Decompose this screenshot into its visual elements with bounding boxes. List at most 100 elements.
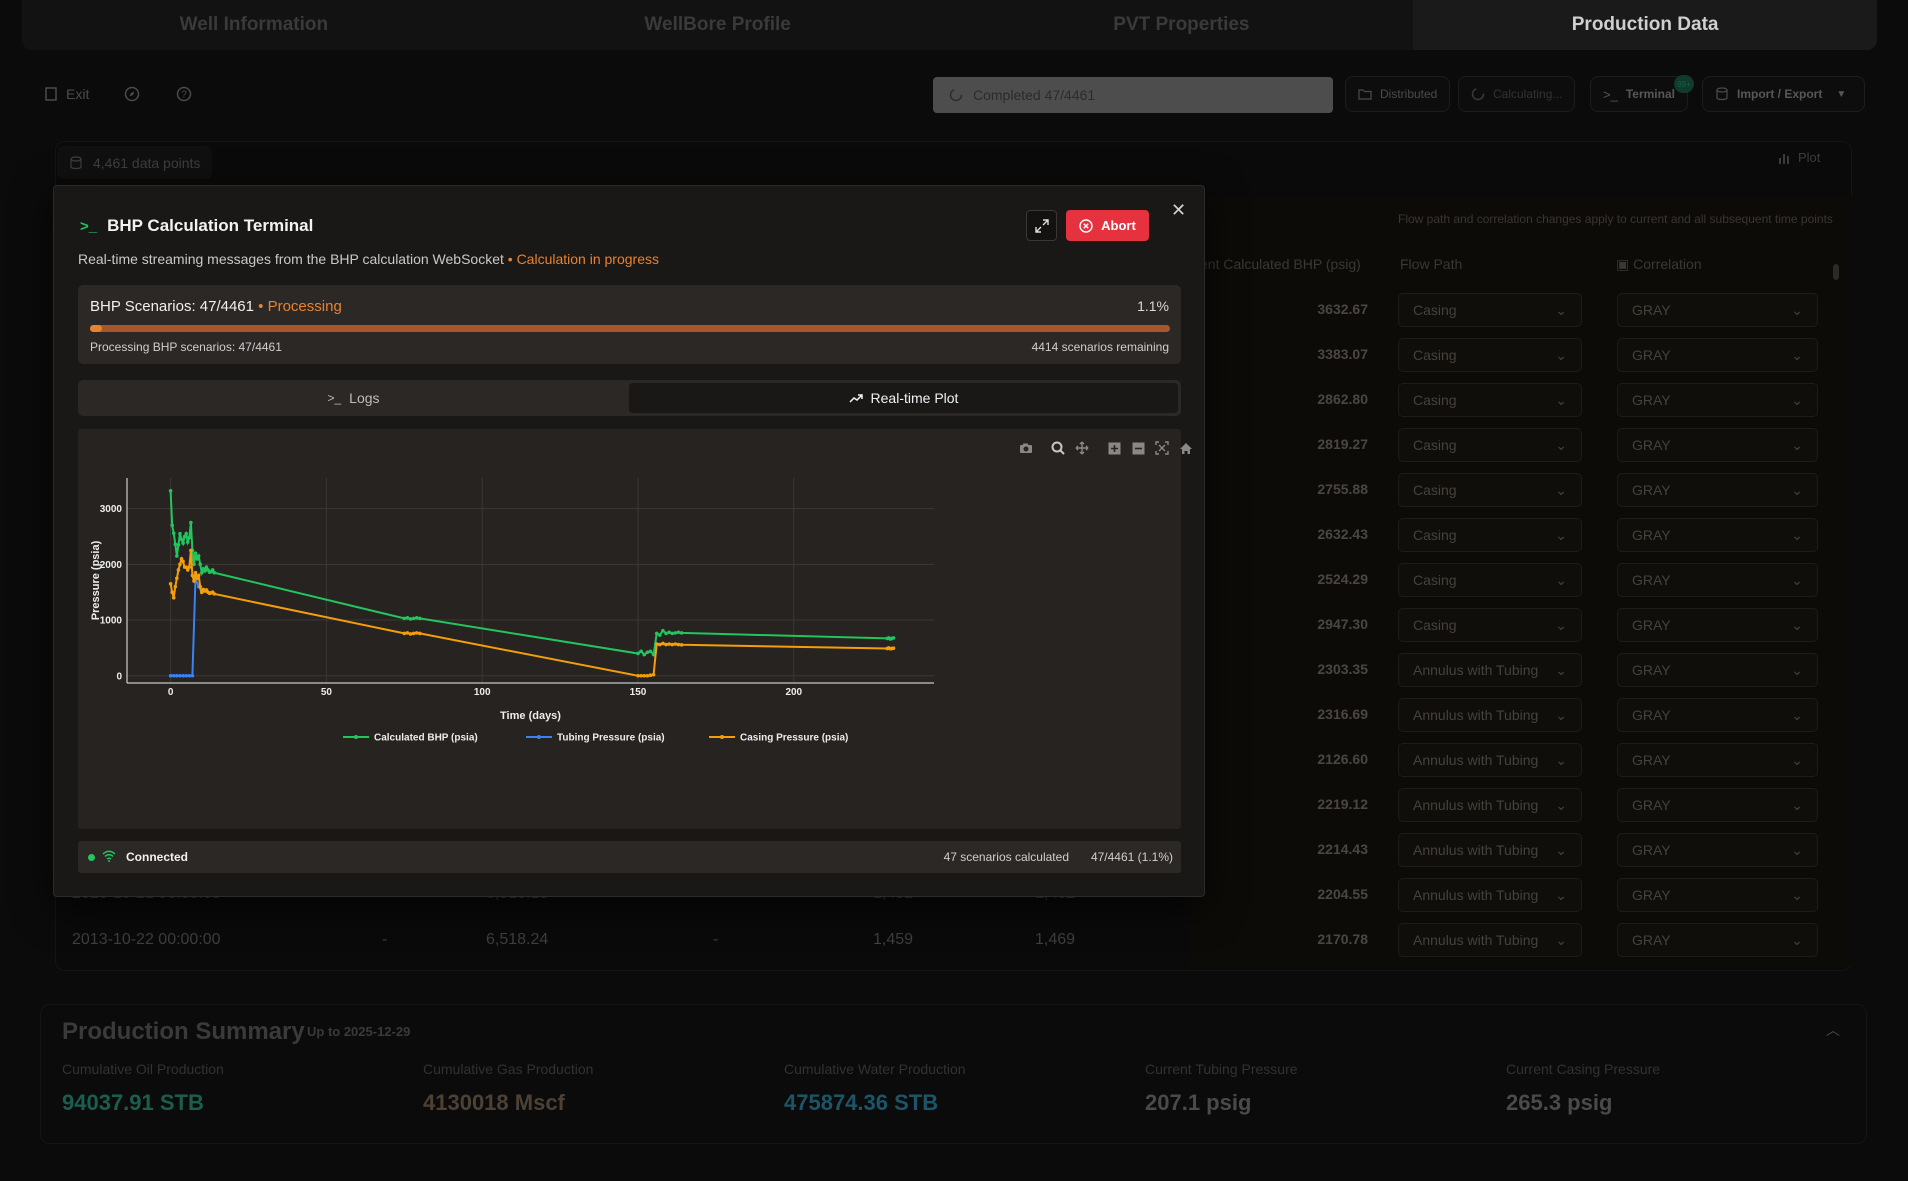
data-point bbox=[679, 643, 684, 647]
plot-modebar bbox=[1011, 439, 1195, 457]
plot-label: Plot bbox=[1798, 150, 1821, 165]
exit-button[interactable]: Exit bbox=[44, 76, 89, 112]
correlation-value: GRAY bbox=[1632, 797, 1671, 813]
zoom-out-icon[interactable] bbox=[1129, 439, 1147, 457]
correlation-select[interactable]: GRAY ⌄ bbox=[1617, 608, 1818, 642]
correlation-value: GRAY bbox=[1632, 707, 1671, 723]
data-point bbox=[651, 672, 656, 677]
flow-path-select[interactable]: Casing ⌄ bbox=[1398, 473, 1582, 507]
calculating-button[interactable]: Calculating... bbox=[1458, 76, 1576, 112]
data-point bbox=[185, 540, 190, 544]
correlation-select[interactable]: GRAY ⌄ bbox=[1617, 878, 1818, 912]
distributed-button[interactable]: Distributed bbox=[1345, 76, 1451, 112]
terminal-button[interactable]: >_ Terminal bbox=[1590, 76, 1688, 112]
flow-path-select[interactable]: Annulus with Tubing ⌄ bbox=[1398, 833, 1582, 867]
data-point bbox=[171, 531, 176, 535]
data-point bbox=[192, 579, 196, 583]
data-point bbox=[658, 633, 662, 637]
calculation-status-tag: • Calculation in progress bbox=[507, 251, 659, 267]
flow-path-select[interactable]: Casing ⌄ bbox=[1398, 608, 1582, 642]
tab-wellbore-profile[interactable]: WellBore Profile bbox=[644, 14, 791, 35]
view-tabs: >_ Logs Real-time Plot bbox=[78, 380, 1181, 416]
correlation-select[interactable]: GRAY ⌄ bbox=[1617, 653, 1818, 687]
correlation-select[interactable]: GRAY ⌄ bbox=[1617, 383, 1818, 417]
flow-path-value: Annulus with Tubing bbox=[1413, 707, 1539, 723]
data-point bbox=[196, 554, 201, 558]
import-export-label: Import / Export bbox=[1737, 87, 1823, 101]
chevron-down-icon: ⌄ bbox=[1791, 616, 1803, 633]
flow-path-value: Casing bbox=[1413, 347, 1457, 363]
data-point bbox=[171, 673, 176, 678]
data-point bbox=[189, 548, 193, 553]
flow-path-select[interactable]: Casing ⌄ bbox=[1398, 428, 1582, 462]
chevron-down-icon: ⌄ bbox=[1555, 346, 1567, 363]
flow-path-select[interactable]: Casing ⌄ bbox=[1398, 518, 1582, 552]
correlation-select[interactable]: GRAY ⌄ bbox=[1617, 788, 1818, 822]
bhp-value-cell: 2219.12 bbox=[1317, 796, 1368, 812]
correlation-select[interactable]: GRAY ⌄ bbox=[1617, 563, 1818, 597]
plot-button[interactable]: Plot bbox=[1778, 150, 1820, 165]
correlation-select[interactable]: GRAY ⌄ bbox=[1617, 698, 1818, 732]
correlation-select[interactable]: GRAY ⌄ bbox=[1617, 473, 1818, 507]
tab-logs[interactable]: >_ Logs bbox=[81, 383, 626, 413]
autoscale-icon[interactable] bbox=[1153, 439, 1171, 457]
collapse-chevron-icon[interactable]: ︿ bbox=[1826, 1022, 1840, 1038]
correlation-select[interactable]: GRAY ⌄ bbox=[1617, 743, 1818, 777]
chevron-down-icon: ⌄ bbox=[1555, 886, 1567, 903]
correlation-select[interactable]: GRAY ⌄ bbox=[1617, 338, 1818, 372]
pan-icon[interactable] bbox=[1073, 439, 1091, 457]
compass-button[interactable] bbox=[118, 76, 146, 112]
correlation-select[interactable]: GRAY ⌄ bbox=[1617, 428, 1818, 462]
data-point bbox=[673, 642, 678, 646]
correlation-select[interactable]: GRAY ⌄ bbox=[1617, 518, 1818, 552]
camera-icon[interactable] bbox=[1017, 439, 1035, 457]
data-point bbox=[411, 616, 416, 621]
tab-pvt-properties[interactable]: PVT Properties bbox=[1113, 14, 1250, 35]
data-point bbox=[178, 531, 182, 536]
correlation-value: GRAY bbox=[1632, 392, 1671, 408]
flow-path-select[interactable]: Annulus with Tubing ⌄ bbox=[1398, 698, 1582, 732]
modal-description-text: Real-time streaming messages from the BH… bbox=[78, 251, 504, 267]
data-point bbox=[212, 592, 217, 596]
import-export-button[interactable]: Import / Export ▼ bbox=[1702, 76, 1865, 112]
data-point bbox=[196, 573, 201, 578]
flow-path-select[interactable]: Casing ⌄ bbox=[1398, 293, 1582, 327]
terminal-badge: 99+ bbox=[1674, 75, 1694, 93]
realtime-plot-area: 0 50 100 150 200 0 1000 2000 3000 Time (days) Pr… bbox=[78, 429, 1192, 829]
tab-realtime-plot[interactable]: Real-time Plot bbox=[629, 383, 1178, 413]
correlation-select[interactable]: GRAY ⌄ bbox=[1617, 293, 1818, 327]
correlation-value: GRAY bbox=[1632, 302, 1671, 318]
summary-value: 94037.91 STB bbox=[62, 1090, 204, 1115]
abort-button[interactable]: Abort bbox=[1066, 210, 1149, 241]
zoom-in-icon[interactable] bbox=[1105, 439, 1123, 457]
tab-production-data[interactable]: Production Data bbox=[1413, 0, 1877, 50]
y-tick-label: 0 bbox=[116, 671, 122, 682]
expand-button[interactable] bbox=[1026, 210, 1057, 241]
data-point bbox=[639, 673, 643, 678]
tab-well-information[interactable]: Well Information bbox=[179, 14, 329, 35]
flow-path-select[interactable]: Annulus with Tubing ⌄ bbox=[1398, 878, 1582, 912]
flow-path-select[interactable]: Annulus with Tubing ⌄ bbox=[1398, 743, 1582, 777]
help-button[interactable]: ? bbox=[170, 76, 198, 112]
flow-path-select[interactable]: Annulus with Tubing ⌄ bbox=[1398, 923, 1582, 957]
table-scrollbar[interactable] bbox=[1833, 244, 1839, 964]
x-tick-label: 50 bbox=[321, 687, 333, 698]
trending-up-icon bbox=[849, 394, 863, 403]
data-point bbox=[190, 673, 195, 678]
flow-path-select[interactable]: Casing ⌄ bbox=[1398, 338, 1582, 372]
home-icon[interactable] bbox=[1177, 439, 1195, 457]
correlation-select[interactable]: GRAY ⌄ bbox=[1617, 833, 1818, 867]
chevron-down-icon: ⌄ bbox=[1791, 526, 1803, 543]
zoom-icon[interactable] bbox=[1049, 439, 1067, 457]
flow-path-select[interactable]: Annulus with Tubing ⌄ bbox=[1398, 788, 1582, 822]
row-date: 2013-10-22 00:00:00 bbox=[72, 931, 221, 948]
close-icon[interactable]: ✕ bbox=[1171, 200, 1187, 220]
series-calculated bbox=[168, 489, 896, 657]
data-point bbox=[187, 673, 192, 678]
correlation-value: GRAY bbox=[1632, 572, 1671, 588]
correlation-select[interactable]: GRAY ⌄ bbox=[1617, 923, 1818, 957]
flow-path-select[interactable]: Annulus with Tubing ⌄ bbox=[1398, 653, 1582, 687]
connection-label: Connected bbox=[126, 850, 189, 864]
flow-path-select[interactable]: Casing ⌄ bbox=[1398, 563, 1582, 597]
flow-path-select[interactable]: Casing ⌄ bbox=[1398, 383, 1582, 417]
